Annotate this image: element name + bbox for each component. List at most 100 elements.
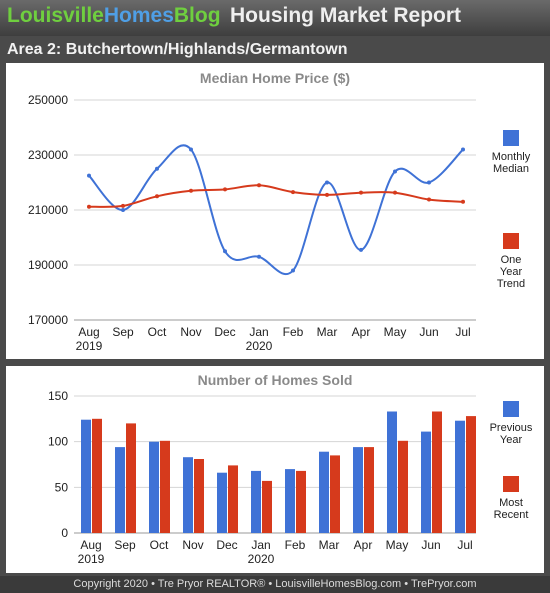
data-point	[155, 166, 159, 171]
x-tick-label: Apr	[354, 538, 373, 552]
bar	[421, 431, 431, 533]
series-line	[88, 184, 464, 208]
bar	[115, 447, 125, 533]
x-year-label: 2019	[78, 552, 105, 566]
chart-title: Median Home Price ($)	[200, 70, 350, 86]
median-price-chart-panel: Median Home Price ($) 250000 230000 210000 1…	[6, 63, 544, 359]
x-tick-label: Oct	[150, 538, 169, 552]
bar	[228, 465, 238, 533]
x-tick-label: Jul	[457, 538, 472, 552]
y-tick-label: 100	[48, 435, 68, 449]
bar	[285, 469, 295, 533]
data-point	[257, 183, 261, 188]
data-point	[87, 173, 91, 178]
x-tick-label: Feb	[283, 325, 304, 339]
legend-label: Trend	[497, 278, 525, 290]
bar	[466, 416, 476, 533]
legend-swatch	[503, 476, 519, 492]
data-point	[223, 249, 227, 254]
y-tick-label: 50	[55, 480, 69, 494]
bar	[160, 440, 170, 533]
bar	[126, 423, 136, 533]
legend-swatch	[503, 130, 519, 146]
x-year-label: 2019	[76, 339, 103, 353]
homes-sold-chart-panel: Number of Homes Sold 150 100 50 0 Aug 2019 Sep O…	[6, 366, 544, 573]
legend-label: Most	[499, 497, 523, 509]
x-tick-label: Mar	[317, 325, 338, 339]
x-tick-label: May	[384, 325, 407, 339]
data-point	[359, 190, 363, 195]
y-tick-label: 210000	[28, 203, 68, 217]
legend-swatch	[503, 401, 519, 417]
x-tick-label: Mar	[319, 538, 340, 552]
bar	[217, 472, 227, 533]
legend-label: One	[501, 254, 522, 266]
legend-swatch	[503, 233, 519, 249]
bar	[81, 419, 91, 533]
x-tick-label: Jan	[249, 325, 268, 339]
legend-label: Previous	[490, 422, 533, 434]
y-tick-label: 170000	[28, 313, 68, 327]
x-tick-label: Aug	[80, 538, 101, 552]
median-price-chart: Median Home Price ($) 250000 230000 210000 1…	[28, 70, 531, 353]
data-point	[427, 197, 431, 202]
x-tick-label: Jan	[251, 538, 270, 552]
bar	[183, 457, 193, 533]
bar	[262, 480, 272, 533]
brand-part-homes: Homes	[103, 4, 174, 27]
chart-title: Number of Homes Sold	[198, 372, 353, 388]
data-point	[461, 199, 465, 204]
y-tick-label: 0	[61, 526, 68, 540]
y-tick-label: 190000	[28, 258, 68, 272]
data-point	[461, 147, 465, 152]
x-tick-label: Apr	[352, 325, 371, 339]
legend-label: Monthly	[492, 151, 531, 163]
bar	[194, 459, 204, 533]
data-point	[257, 254, 261, 259]
data-point	[121, 203, 125, 208]
data-point	[325, 180, 329, 185]
y-tick-label: 150	[48, 389, 68, 403]
bar	[92, 418, 102, 533]
x-tick-label: Jun	[421, 538, 440, 552]
brand-logo: LouisvilleHomesBlog	[7, 4, 221, 28]
bar	[319, 451, 329, 533]
data-point	[359, 247, 363, 252]
data-point	[223, 187, 227, 192]
bar	[432, 411, 442, 533]
x-tick-label: Jul	[455, 325, 470, 339]
bar	[149, 441, 159, 533]
report-title: Housing Market Report	[230, 4, 462, 27]
data-point	[393, 190, 397, 195]
data-point	[291, 190, 295, 195]
x-tick-label: Dec	[216, 538, 237, 552]
y-tick-label: 230000	[28, 148, 68, 162]
legend-label: Year	[500, 434, 523, 446]
header-bar: LouisvilleHomesBlog Housing Market Repor…	[0, 0, 550, 36]
bar	[455, 420, 465, 533]
footer-copyright: Copyright 2020 • Tre Pryor REALTOR® • Lo…	[0, 576, 550, 593]
x-tick-label: Sep	[114, 538, 136, 552]
data-point	[393, 169, 397, 174]
data-point	[155, 194, 159, 199]
data-point	[325, 192, 329, 197]
brand-part-blog: Blog	[173, 4, 221, 27]
data-point	[291, 268, 295, 273]
brand-part-louisville: Louisville	[7, 4, 104, 27]
legend-label: Median	[493, 163, 529, 175]
bar	[364, 447, 374, 533]
x-tick-label: Oct	[148, 325, 167, 339]
x-year-label: 2020	[248, 552, 275, 566]
x-tick-label: Aug	[78, 325, 99, 339]
data-point	[189, 147, 193, 152]
x-year-label: 2020	[246, 339, 273, 353]
data-point	[121, 208, 125, 212]
bar	[330, 455, 340, 533]
x-tick-label: Sep	[112, 325, 134, 339]
data-point	[427, 180, 431, 185]
legend-label: Year	[500, 266, 523, 278]
bar	[353, 447, 363, 533]
y-tick-label: 250000	[28, 93, 68, 107]
x-tick-label: May	[386, 538, 409, 552]
